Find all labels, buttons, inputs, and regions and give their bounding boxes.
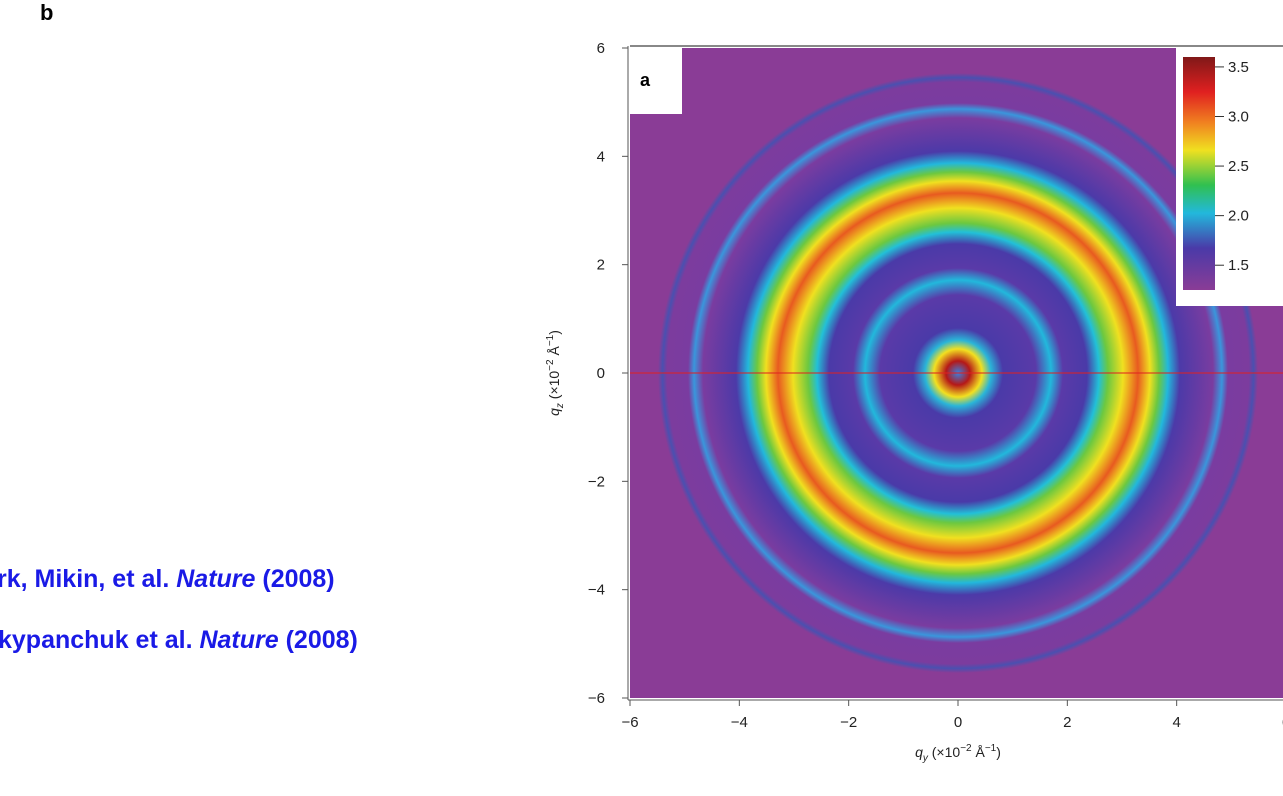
citation-year: (2008) [255,565,334,593]
citation-year: (2008) [279,626,358,654]
y-tick-label: −2 [588,473,605,490]
axis-label: qy (×10−2 Å−1) [915,743,1001,764]
colorbar-tick-label: 2.0 [1228,208,1249,225]
x-tick-label: 0 [954,714,962,731]
citation: kypanchuk et al. Nature (2008) [0,626,358,654]
y-tick-label: 6 [597,40,605,57]
colorbar-tick-label: 3.0 [1228,108,1249,125]
citation-authors: kypanchuk et al. [0,626,199,654]
axis-exp: −1 [545,334,556,346]
axis-unit: (×10 [546,371,562,404]
axis-close: ) [996,744,1001,760]
citation: rk, Mikin, et al. Nature (2008) [0,565,335,593]
axis-unit: Å [546,346,562,360]
colorbar-tick-label: 1.5 [1228,257,1249,274]
axis-sub: z [555,403,566,409]
x-tick-label: −6 [621,714,638,731]
corner-mask [630,48,682,114]
y-tick-label: 2 [597,257,605,274]
citation-journal: Nature [176,565,255,593]
x-tick-label: 6 [1282,714,1283,731]
colorbar [1183,57,1215,290]
y-tick-label: 0 [597,365,605,382]
axis-close: ) [546,330,562,335]
y-tick-label: 4 [597,148,605,165]
x-tick-label: −2 [840,714,857,731]
axis-exp: −2 [960,743,972,754]
axis-unit: (×10 [928,744,961,760]
colorbar-tick-label: 2.5 [1228,158,1249,175]
x-tick-label: −4 [731,714,748,731]
axis-var: q [546,408,562,416]
colorbar-tick-label: 3.5 [1228,59,1249,76]
axis-label: qz (×10−2 Å−1) [545,330,566,416]
citation-authors: rk, Mikin, et al. [0,565,176,593]
panel-label: a [640,70,651,90]
axis-unit: Å [972,744,986,760]
x-tick-label: 4 [1172,714,1180,731]
axis-exp: −2 [545,359,556,371]
panel-label: b [40,0,53,25]
axis-var: q [915,744,923,760]
x-tick-label: 2 [1063,714,1071,731]
axis-exp: −1 [985,743,997,754]
y-tick-label: −4 [588,582,605,599]
axis-sub: y [922,753,929,764]
citation-journal: Nature [199,626,278,654]
y-tick-label: −6 [588,690,605,707]
